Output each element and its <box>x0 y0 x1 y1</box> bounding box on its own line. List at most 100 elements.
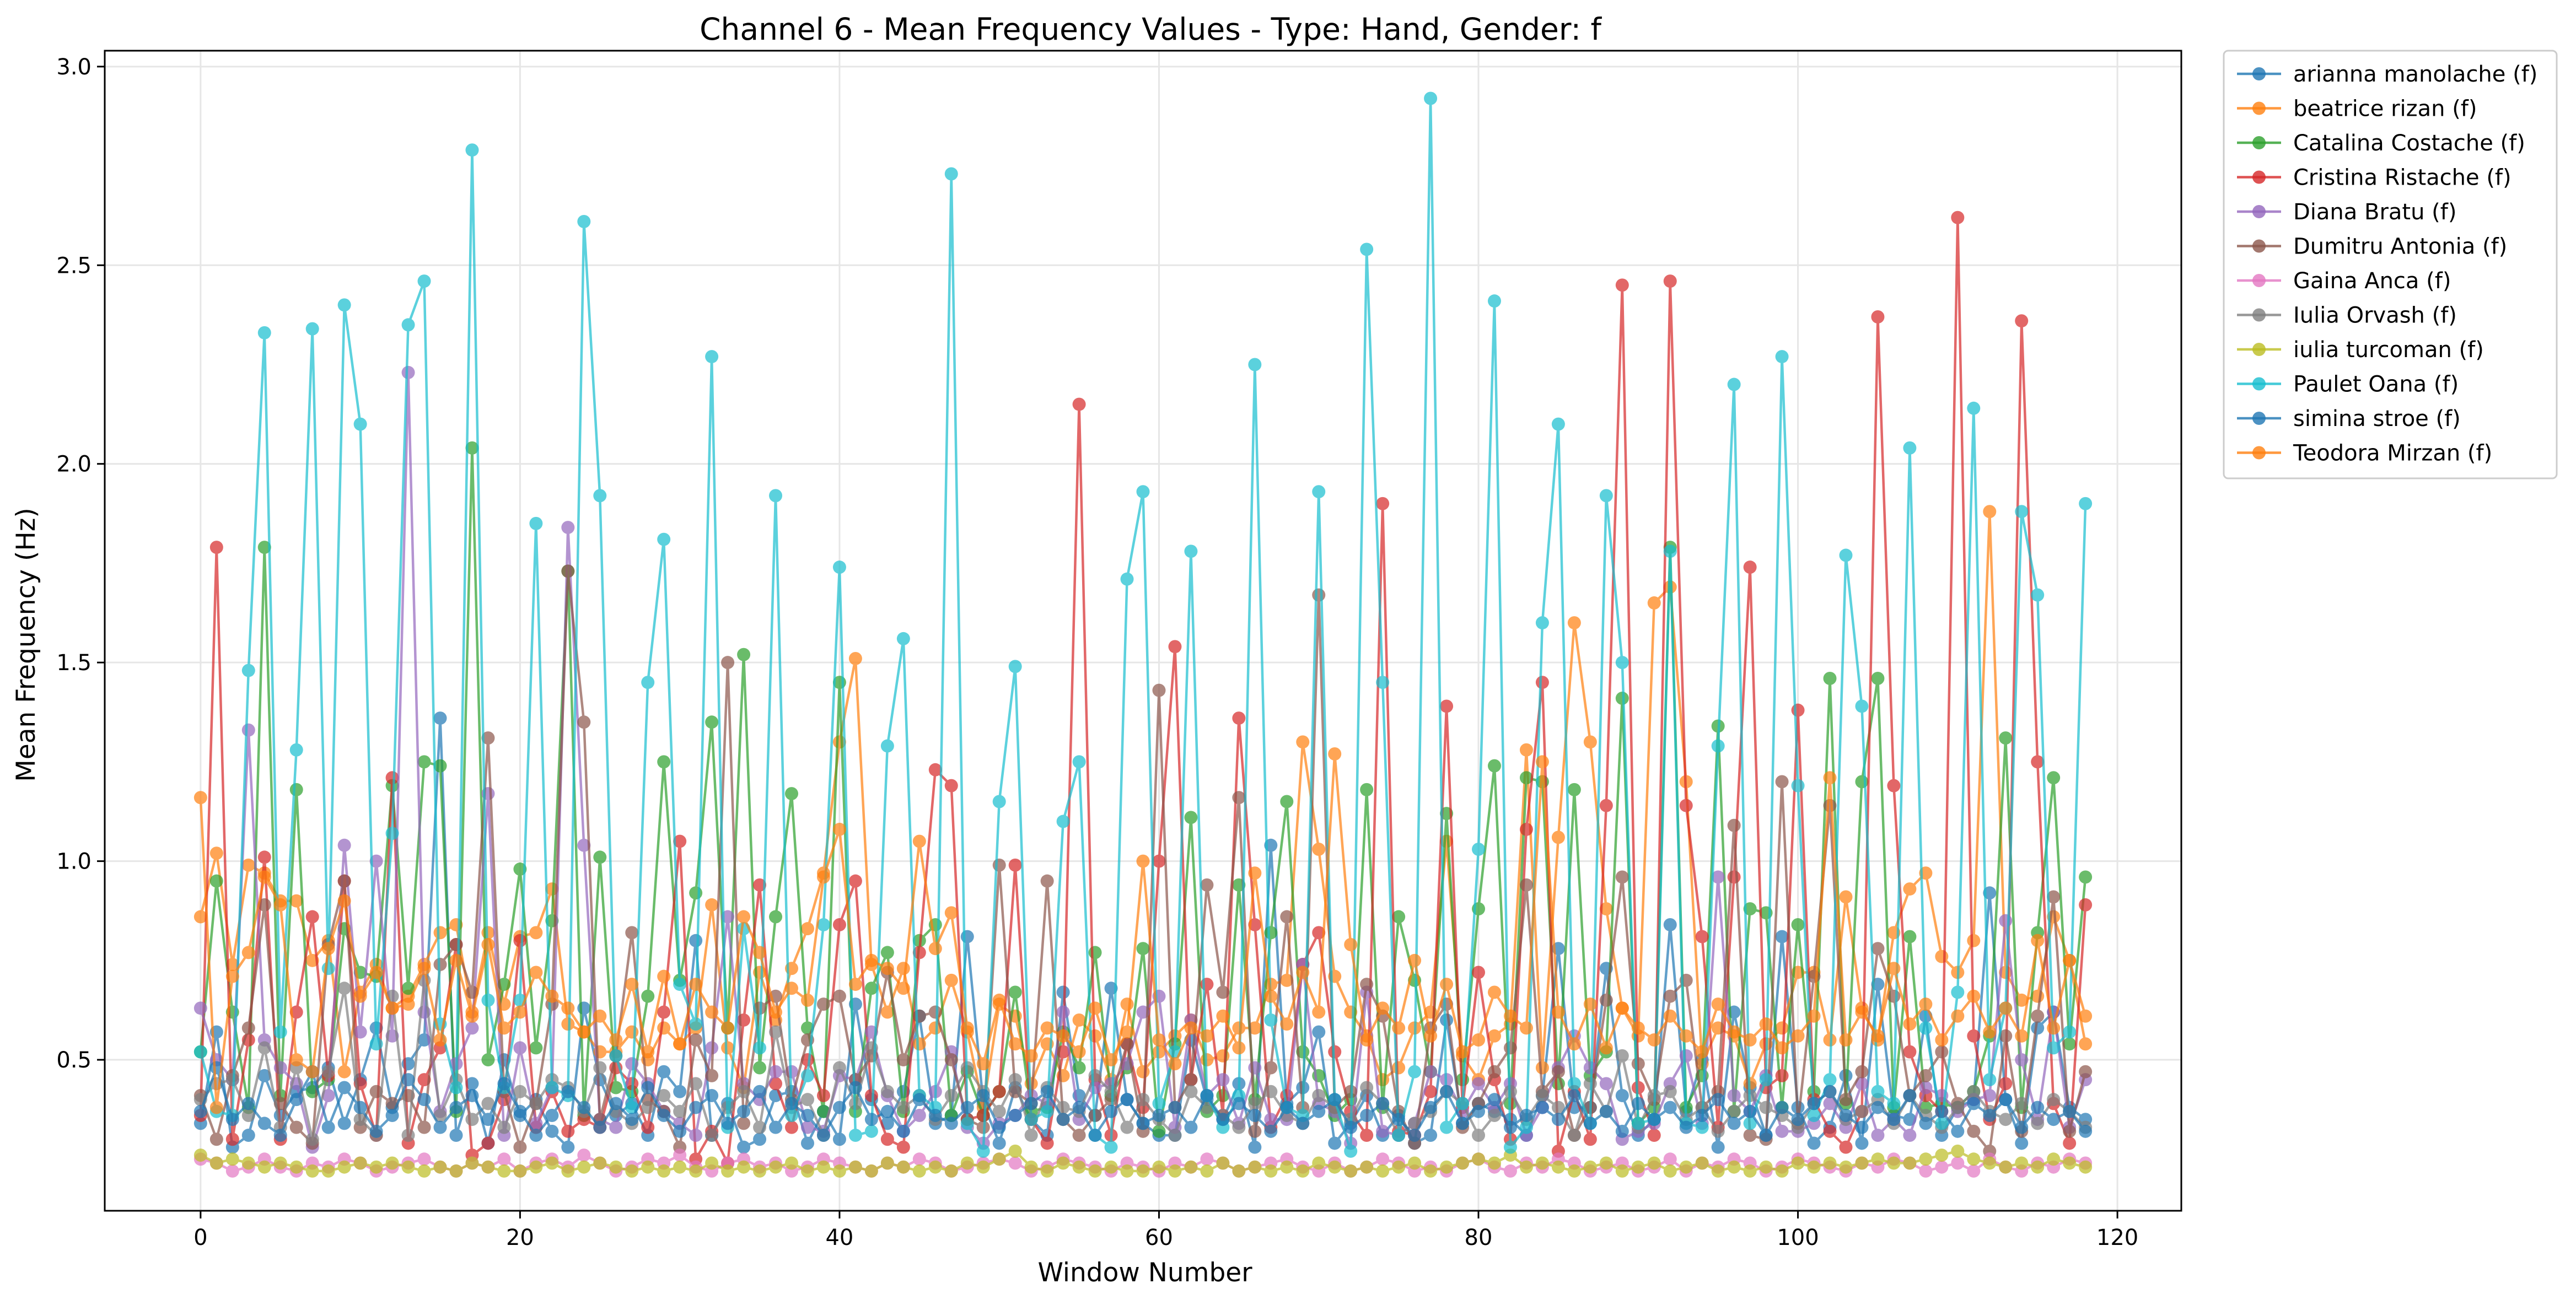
data-point <box>1360 978 1374 991</box>
data-point <box>1567 783 1581 796</box>
data-point <box>769 910 783 924</box>
data-point <box>848 874 862 888</box>
y-tick-label: 1.0 <box>56 849 92 875</box>
data-point <box>1903 1088 1917 1102</box>
data-point <box>1679 1120 1693 1134</box>
data-point <box>753 946 767 959</box>
data-point <box>2031 588 2045 602</box>
data-point <box>401 1073 415 1087</box>
data-point <box>992 993 1006 1007</box>
data-point <box>577 1160 591 1174</box>
data-point <box>561 521 575 535</box>
data-point <box>1120 997 1134 1011</box>
data-point <box>305 910 319 924</box>
data-point <box>465 1021 479 1035</box>
data-point <box>1855 1104 1869 1118</box>
data-point <box>1424 1129 1438 1142</box>
data-point <box>529 1097 543 1110</box>
data-point <box>816 1129 830 1142</box>
data-point <box>1232 1164 1246 1178</box>
data-point <box>992 795 1006 808</box>
data-point <box>689 1164 703 1178</box>
data-point <box>321 962 335 975</box>
data-point <box>593 1156 607 1170</box>
data-point <box>1711 870 1725 884</box>
data-point <box>433 759 447 773</box>
data-point <box>992 1136 1006 1150</box>
data-point <box>417 962 431 975</box>
data-point <box>529 1160 543 1174</box>
data-point <box>1008 1037 1022 1051</box>
x-tick-label: 0 <box>193 1225 207 1250</box>
data-point <box>385 1156 399 1170</box>
data-point <box>1871 1029 1885 1043</box>
data-point <box>753 1061 767 1075</box>
data-point <box>737 1160 751 1174</box>
data-point <box>1871 1152 1885 1166</box>
data-point <box>337 838 351 852</box>
data-point <box>2063 1156 2077 1170</box>
legend-label: Diana Bratu (f) <box>2293 199 2456 225</box>
data-point <box>1120 1093 1134 1107</box>
data-point <box>1280 910 1294 924</box>
data-point <box>785 1120 799 1134</box>
data-point <box>1935 1148 1949 1162</box>
data-point <box>1487 1156 1501 1170</box>
data-point <box>785 1156 799 1170</box>
data-point <box>1360 1081 1374 1094</box>
data-point <box>257 1160 271 1174</box>
data-point <box>673 1085 687 1098</box>
data-point <box>1615 656 1629 670</box>
data-point <box>257 850 271 864</box>
data-point <box>1903 882 1917 896</box>
data-point <box>369 1085 383 1098</box>
data-point <box>1008 660 1022 673</box>
data-point <box>625 926 639 940</box>
data-point <box>1152 1033 1166 1047</box>
legend-swatch-marker <box>2252 239 2266 253</box>
data-point <box>1679 1049 1693 1063</box>
data-point <box>1663 544 1677 558</box>
data-point <box>225 1164 239 1178</box>
x-tick-label: 100 <box>1777 1225 1819 1250</box>
data-point <box>1743 1117 1757 1130</box>
data-point <box>1823 1073 1837 1087</box>
data-point <box>769 1025 783 1039</box>
data-point <box>609 1097 623 1110</box>
data-point <box>2047 771 2061 785</box>
data-point <box>289 1005 303 1019</box>
data-point <box>2063 1136 2077 1150</box>
data-point <box>1312 588 1326 602</box>
data-point <box>337 894 351 908</box>
data-point <box>912 1093 926 1107</box>
data-point <box>449 1164 463 1178</box>
data-point <box>193 1104 207 1118</box>
data-point <box>912 1164 926 1178</box>
data-point <box>561 1017 575 1031</box>
data-point <box>1919 997 1933 1011</box>
data-point <box>1152 854 1166 868</box>
data-point <box>385 827 399 840</box>
data-point <box>433 1120 447 1134</box>
data-point <box>2015 1120 2029 1134</box>
data-point <box>1567 1129 1581 1142</box>
data-point <box>1136 1164 1150 1178</box>
data-point <box>1152 1124 1166 1138</box>
data-point <box>193 791 207 805</box>
legend-label: Iulia Orvash (f) <box>2293 303 2457 328</box>
data-point <box>257 870 271 884</box>
data-point <box>593 1061 607 1075</box>
data-point <box>1727 1117 1741 1130</box>
data-point <box>721 1041 735 1055</box>
data-point <box>1136 1093 1150 1107</box>
data-point <box>1551 1065 1565 1078</box>
data-point <box>609 1120 623 1134</box>
data-point <box>609 1160 623 1174</box>
data-point <box>1216 1009 1230 1023</box>
grid-lines <box>105 51 2181 1211</box>
data-point <box>1440 1160 1454 1174</box>
data-point <box>1136 942 1150 956</box>
data-point <box>880 1133 894 1146</box>
data-point <box>609 1049 623 1063</box>
